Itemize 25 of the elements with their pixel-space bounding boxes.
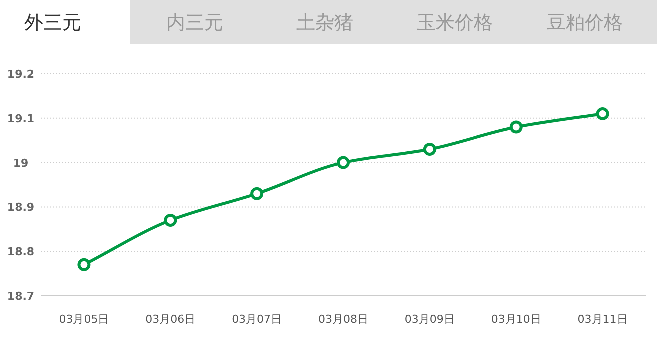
x-tick-label: 03月11日 xyxy=(578,313,628,326)
text: 土杂猪 xyxy=(296,12,354,34)
text: 玉米价格 xyxy=(417,12,493,34)
y-tick-label: 18.7 xyxy=(7,290,35,303)
point xyxy=(164,214,178,228)
x-tick-label: 03月07日 xyxy=(232,313,282,326)
point xyxy=(510,120,523,134)
y-tick-label: 19 xyxy=(13,156,29,170)
y-tick-label: 19.1 xyxy=(7,112,35,126)
y-tick-label: 18.9 xyxy=(7,201,35,214)
x-tick-label: 03月09日 xyxy=(404,313,455,326)
y-tick-label: 18.8 xyxy=(7,246,35,259)
point xyxy=(596,107,610,120)
point xyxy=(337,156,350,170)
text: 内三元 xyxy=(166,12,224,34)
x-tick-label: 03月06日 xyxy=(146,313,196,326)
point xyxy=(423,142,436,156)
point xyxy=(78,258,91,272)
x-tick-label: 03月10日 xyxy=(491,313,542,326)
chart-title: 外三元 xyxy=(24,12,82,34)
x-tick-label: 03月08日 xyxy=(318,313,368,326)
point xyxy=(250,187,264,200)
text: 豆粕价格 xyxy=(547,12,623,34)
x-tick-label: 03月05日 xyxy=(59,313,110,326)
y-tick-label: 19.2 xyxy=(7,68,35,81)
